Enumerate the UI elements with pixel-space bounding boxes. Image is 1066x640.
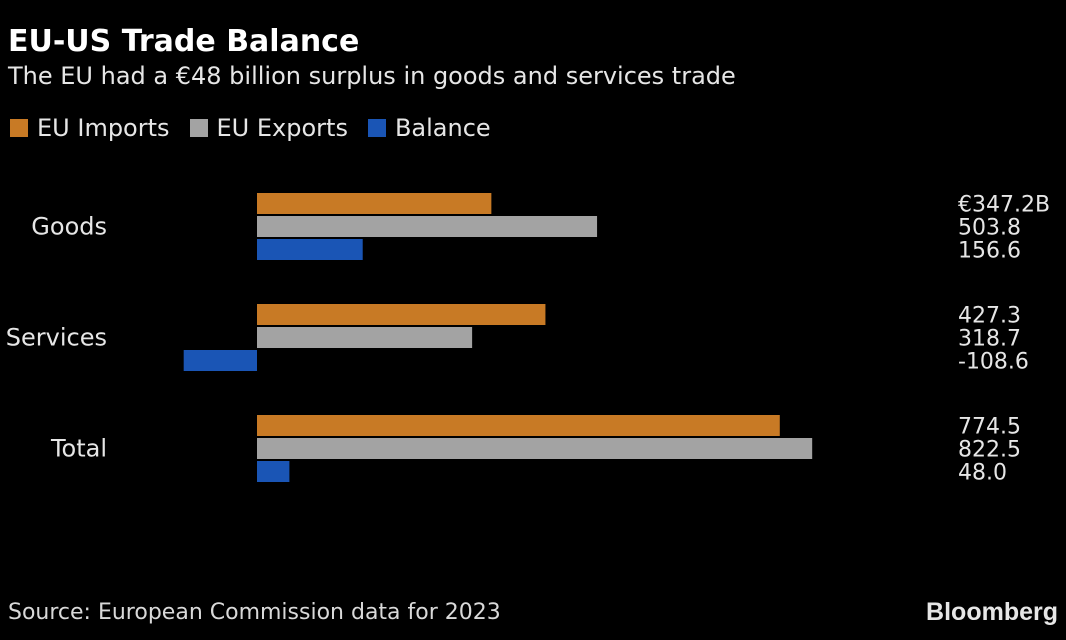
category-label-total: Total [50, 435, 107, 463]
value-label-goods-imports: €347.2B [958, 193, 1050, 218]
source-note: Source: European Commission data for 202… [8, 600, 501, 625]
bar-total-imports [257, 415, 780, 436]
legend-label-balance: Balance [394, 114, 491, 142]
legend-label-imports: EU Imports [37, 114, 170, 142]
bar-total-balance [257, 461, 290, 482]
legend-swatch-exports [189, 119, 208, 137]
category-label-services: Services [6, 324, 107, 352]
bar-goods-balance [257, 239, 363, 260]
bar-services-exports [257, 327, 473, 348]
legend-label-exports: EU Exports [216, 114, 348, 142]
legend-swatch-balance [367, 119, 386, 137]
category-label-goods: Goods [31, 213, 107, 241]
value-label-goods-balance: 156.6 [958, 239, 1021, 264]
value-label-total-exports: 822.5 [958, 438, 1021, 463]
bar-services-balance [183, 350, 257, 371]
legend-item-imports: EU Imports [10, 114, 170, 142]
value-label-services-balance: -108.6 [958, 350, 1029, 375]
bar-services-imports [257, 304, 546, 325]
value-label-total-imports: 774.5 [958, 415, 1021, 440]
legend-item-balance: Balance [367, 114, 491, 142]
bar-goods-exports [257, 216, 598, 237]
value-label-services-exports: 318.7 [958, 327, 1021, 352]
legend-swatch-imports [10, 119, 28, 137]
chart-subtitle: The EU had a €48 billion surplus in good… [8, 62, 736, 90]
chart-title: EU-US Trade Balance [8, 24, 360, 59]
value-label-services-imports: 427.3 [958, 304, 1021, 329]
value-label-total-balance: 48.0 [958, 461, 1007, 486]
value-label-goods-exports: 503.8 [958, 216, 1021, 241]
bloomberg-logo: Bloomberg [926, 598, 1058, 626]
chart-legend: EU Imports EU Exports Balance [10, 114, 491, 142]
legend-item-exports: EU Exports [189, 114, 348, 142]
bar-total-exports [257, 438, 813, 459]
bar-goods-imports [257, 193, 492, 214]
